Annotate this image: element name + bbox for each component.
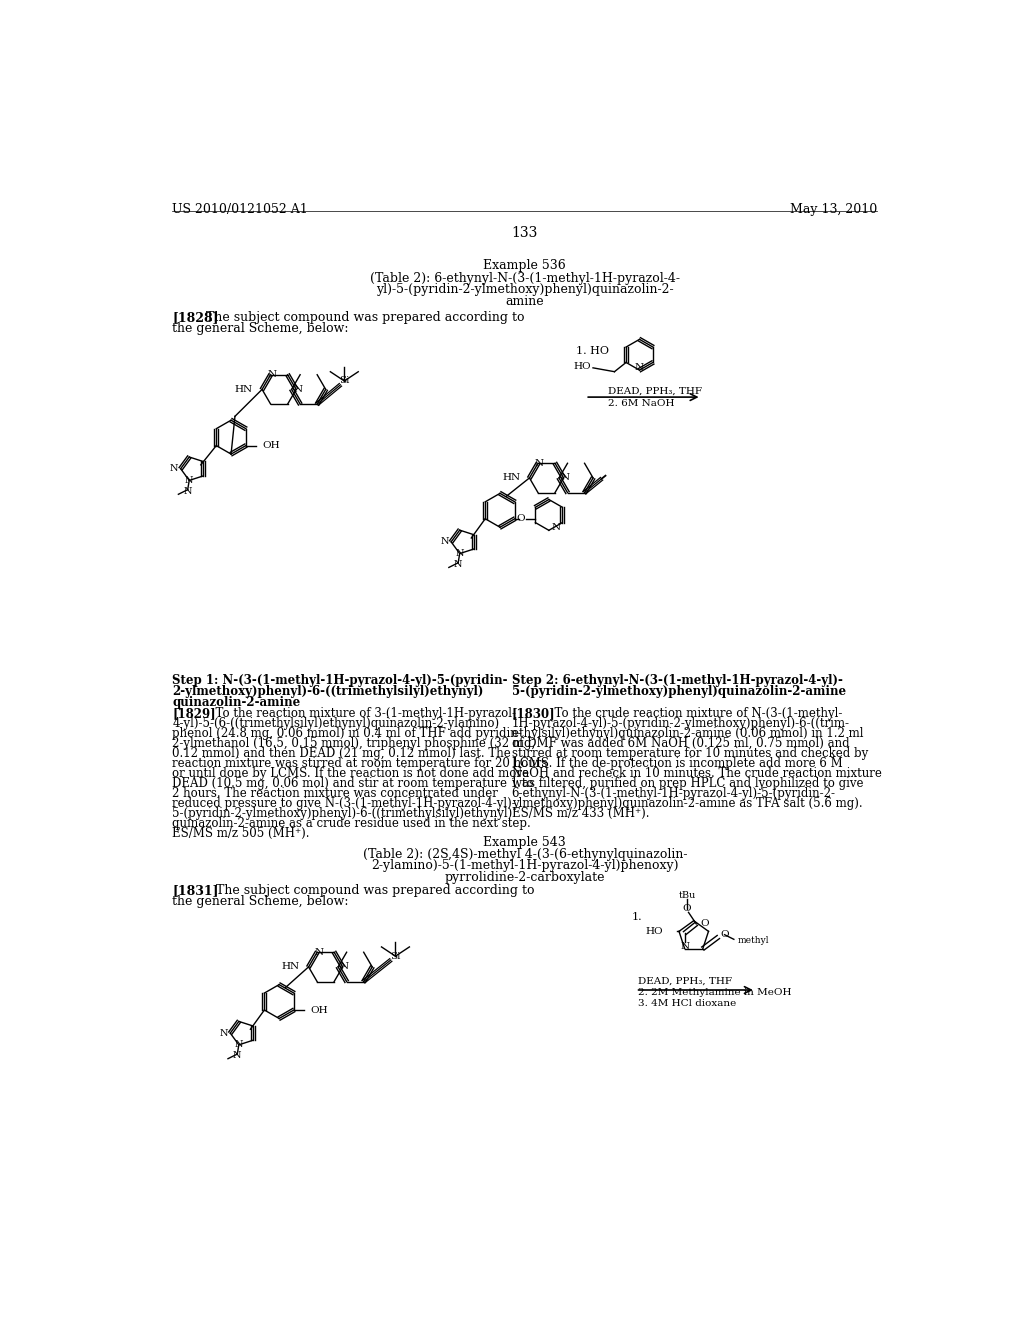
Text: NaOH and recheck in 10 minutes. The crude reaction mixture: NaOH and recheck in 10 minutes. The crud… — [512, 767, 882, 780]
Text: or until done by LCMS. If the reaction is not done add more: or until done by LCMS. If the reaction i… — [172, 767, 529, 780]
Text: reaction mixture was stirred at room temperature for 20 hours: reaction mixture was stirred at room tem… — [172, 756, 548, 770]
Text: phenol (24.8 mg, 0.06 mmol) in 0.4 ml of THF add pyridin-: phenol (24.8 mg, 0.06 mmol) in 0.4 ml of… — [172, 726, 522, 739]
Text: yl)-5-(pyridin-2-ylmethoxy)phenyl)quinazolin-2-: yl)-5-(pyridin-2-ylmethoxy)phenyl)quinaz… — [376, 284, 674, 296]
Text: HO: HO — [573, 362, 591, 371]
Text: the general Scheme, below:: the general Scheme, below: — [172, 895, 349, 908]
Text: Si: Si — [339, 376, 349, 385]
Text: 2-ylamino)-5-(1-methyl-1H-pyrazol-4-yl)phenoxy): 2-ylamino)-5-(1-methyl-1H-pyrazol-4-yl)p… — [371, 859, 679, 873]
Text: N: N — [314, 948, 324, 957]
Text: 2. 6M NaOH: 2. 6M NaOH — [608, 399, 675, 408]
Text: May 13, 2010: May 13, 2010 — [791, 203, 878, 216]
Text: ES/MS m/z 505 (MH⁺).: ES/MS m/z 505 (MH⁺). — [172, 826, 309, 840]
Text: N: N — [293, 385, 302, 393]
Text: quinazolin-2-amine: quinazolin-2-amine — [172, 696, 300, 709]
Text: Step 1: N-(3-(1-methyl-1H-pyrazol-4-yl)-5-(pyridin-: Step 1: N-(3-(1-methyl-1H-pyrazol-4-yl)-… — [172, 675, 508, 688]
Text: N: N — [456, 549, 464, 558]
Text: Example 536: Example 536 — [483, 259, 566, 272]
Text: N: N — [170, 465, 178, 473]
Text: O: O — [683, 904, 691, 913]
Text: 6-ethynyl-N-(3-(1-methyl-1H-pyrazol-4-yl)-5-(pyridin-2-: 6-ethynyl-N-(3-(1-methyl-1H-pyrazol-4-yl… — [512, 787, 836, 800]
Text: 2. 2M Methylamine in MeOH: 2. 2M Methylamine in MeOH — [638, 987, 792, 997]
Text: The subject compound was prepared according to: The subject compound was prepared accord… — [208, 884, 535, 896]
Text: N: N — [233, 1051, 242, 1060]
Text: was filtered, purified on prep HPLC and lyophilized to give: was filtered, purified on prep HPLC and … — [512, 776, 863, 789]
Text: 2-ylmethanol (16.5, 0.15 mmol), triphenyl phosphine (32 mg,: 2-ylmethanol (16.5, 0.15 mmol), tripheny… — [172, 737, 536, 750]
Text: (Table 2): (2S,4S)-methyl 4-(3-(6-ethynylquinazolin-: (Table 2): (2S,4S)-methyl 4-(3-(6-ethyny… — [362, 847, 687, 861]
Text: tBu: tBu — [678, 891, 695, 900]
Text: DEAD, PPH₃, THF: DEAD, PPH₃, THF — [608, 387, 702, 396]
Text: DEAD, PPH₃, THF: DEAD, PPH₃, THF — [638, 977, 732, 985]
Text: N: N — [219, 1028, 228, 1038]
Text: methyl: methyl — [737, 936, 769, 945]
Text: To the reaction mixture of 3-(1-methyl-1H-pyrazol-: To the reaction mixture of 3-(1-methyl-1… — [208, 706, 516, 719]
Text: 0.12 mmol) and then DEAD (21 mg, 0.12 mmol) last. The: 0.12 mmol) and then DEAD (21 mg, 0.12 mm… — [172, 747, 511, 760]
Text: N: N — [185, 477, 194, 484]
Text: DEAD (10.5 mg, 0.06 mol) and stir at room temperature 1 to: DEAD (10.5 mg, 0.06 mol) and stir at roo… — [172, 776, 534, 789]
Text: 2-ylmethoxy)phenyl)-6-((trimethylsilyl)ethynyl): 2-ylmethoxy)phenyl)-6-((trimethylsilyl)e… — [172, 685, 483, 698]
Text: N: N — [560, 474, 569, 482]
Text: N: N — [267, 370, 276, 379]
Text: OH: OH — [310, 1006, 328, 1015]
Text: [1830]: [1830] — [512, 706, 555, 719]
Text: quinazolin-2-amine as a crude residue used in the next step.: quinazolin-2-amine as a crude residue us… — [172, 817, 530, 830]
Text: 1.: 1. — [632, 912, 642, 921]
Text: N: N — [234, 1040, 243, 1049]
Text: (Table 2): 6-ethynyl-N-(3-(1-methyl-1H-pyrazol-4-: (Table 2): 6-ethynyl-N-(3-(1-methyl-1H-p… — [370, 272, 680, 285]
Text: HO: HO — [646, 927, 664, 936]
Text: 133: 133 — [512, 226, 538, 240]
Text: stirred at room temperature for 10 minutes and checked by: stirred at room temperature for 10 minut… — [512, 747, 868, 760]
Text: 1H-pyrazol-4-yl)-5-(pyridin-2-ylmethoxy)phenyl)-6-((trim-: 1H-pyrazol-4-yl)-5-(pyridin-2-ylmethoxy)… — [512, 717, 850, 730]
Text: The subject compound was prepared according to: The subject compound was prepared accord… — [206, 312, 524, 323]
Text: HN: HN — [282, 962, 299, 972]
Text: N: N — [551, 524, 560, 532]
Text: of DMF was added 6M NaOH (0.125 ml, 0.75 mmol) and: of DMF was added 6M NaOH (0.125 ml, 0.75… — [512, 737, 849, 750]
Text: Example 543: Example 543 — [483, 836, 566, 849]
Text: Step 2: 6-ethynyl-N-(3-(1-methyl-1H-pyrazol-4-yl)-: Step 2: 6-ethynyl-N-(3-(1-methyl-1H-pyra… — [512, 675, 843, 688]
Text: reduced pressure to give N-(3-(1-methyl-1H-pyrazol-4-yl)-: reduced pressure to give N-(3-(1-methyl-… — [172, 797, 516, 809]
Text: N: N — [183, 487, 191, 496]
Text: ylmethoxy)phenyl)quinazolin-2-amine as TFA salt (5.6 mg).: ylmethoxy)phenyl)quinazolin-2-amine as T… — [512, 797, 862, 809]
Text: HN: HN — [234, 385, 253, 393]
Text: 1. HO: 1. HO — [575, 346, 609, 356]
Text: LCMS. If the de-protection is incomplete add more 6 M: LCMS. If the de-protection is incomplete… — [512, 756, 843, 770]
Text: O: O — [721, 931, 729, 940]
Text: N: N — [454, 560, 463, 569]
Text: [1828]: [1828] — [172, 312, 219, 323]
Text: To the crude reaction mixture of N-(3-(1-methyl-: To the crude reaction mixture of N-(3-(1… — [547, 706, 843, 719]
Text: ES/MS m/z 433 (MH⁺).: ES/MS m/z 433 (MH⁺). — [512, 807, 649, 820]
Text: [1829]: [1829] — [172, 706, 216, 719]
Text: OH: OH — [262, 441, 280, 450]
Text: N: N — [340, 962, 349, 972]
Text: ethylsilyl)ethynyl)quinazolin-2-amine (0.06 mmol) in 1.2 ml: ethylsilyl)ethynyl)quinazolin-2-amine (0… — [512, 726, 863, 739]
Text: 2 hours. The reaction mixture was concentrated under: 2 hours. The reaction mixture was concen… — [172, 787, 498, 800]
Text: [1831]: [1831] — [172, 884, 219, 896]
Text: N: N — [535, 459, 544, 467]
Text: pyrrolidine-2-carboxylate: pyrrolidine-2-carboxylate — [444, 871, 605, 883]
Text: 5-(pyridin-2-ylmethoxy)phenyl)-6-((trimethylsilyl)ethynyl): 5-(pyridin-2-ylmethoxy)phenyl)-6-((trime… — [172, 807, 512, 820]
Text: amine: amine — [506, 294, 544, 308]
Text: HN: HN — [502, 474, 520, 482]
Text: 4-yl)-5-(6-((trimethylsilyl)ethynyl)quinazolin-2-ylamino): 4-yl)-5-(6-((trimethylsilyl)ethynyl)quin… — [172, 717, 500, 730]
Text: N: N — [440, 537, 449, 546]
Text: N: N — [680, 941, 689, 950]
Text: O: O — [517, 515, 525, 523]
Text: Si: Si — [390, 952, 400, 961]
Text: 3. 4M HCl dioxane: 3. 4M HCl dioxane — [638, 999, 736, 1007]
Text: 5-(pyridin-2-ylmethoxy)phenyl)quinazolin-2-amine: 5-(pyridin-2-ylmethoxy)phenyl)quinazolin… — [512, 685, 846, 698]
Text: N: N — [635, 363, 644, 371]
Text: O: O — [700, 920, 709, 928]
Text: the general Scheme, below:: the general Scheme, below: — [172, 322, 349, 335]
Text: US 2010/0121052 A1: US 2010/0121052 A1 — [172, 203, 308, 216]
